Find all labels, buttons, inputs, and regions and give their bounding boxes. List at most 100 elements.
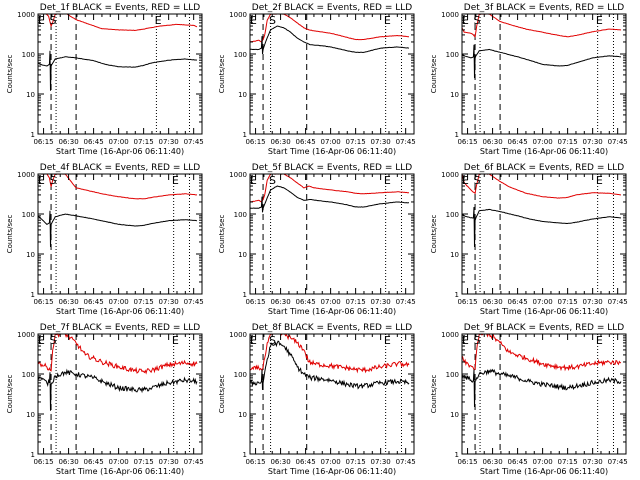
x-tick-label: 06:30 (482, 298, 502, 306)
x-axis-label: Start Time (16-Apr-06 06:11:40) (480, 147, 608, 156)
x-tick-label: 07:00 (533, 138, 553, 146)
x-tick-label: 06:30 (270, 458, 290, 466)
chart-panel-8: Det_8f BLACK = Events, RED = LLD Counts/s… (218, 323, 416, 476)
plot-frame (249, 333, 415, 455)
x-tick-label: 07:45 (184, 458, 204, 466)
x-tick-label: 07:30 (159, 458, 179, 466)
event-annotation-label: E (38, 174, 45, 187)
x-tick-label: 06:15 (245, 298, 265, 306)
x-tick-label: 07:45 (396, 298, 416, 306)
y-tick-label: 1000 (17, 171, 35, 179)
plot-frame (461, 333, 627, 455)
chart-title: Det_8f BLACK = Events, RED = LLD (252, 323, 412, 333)
y-axis-label: Counts/sec (6, 215, 14, 254)
x-tick-label: 06:15 (33, 298, 53, 306)
x-tick-label: 07:15 (558, 458, 578, 466)
x-tick-label: 06:15 (33, 138, 53, 146)
x-tick-label: 06:15 (457, 138, 477, 146)
black-events-series-line (37, 50, 198, 91)
chart-title: Det_5f BLACK = Events, RED = LLD (252, 163, 412, 173)
x-tick-label: 07:00 (533, 298, 553, 306)
chart-title: Det_4f BLACK = Events, RED = LLD (40, 163, 200, 173)
event-annotation-label: E (462, 14, 469, 27)
y-tick-label: 100 (234, 51, 247, 59)
x-tick-label: 06:45 (83, 138, 103, 146)
x-tick-label: 07:15 (134, 138, 154, 146)
event-annotation-label: E (596, 334, 603, 347)
x-tick-label: 07:30 (159, 138, 179, 146)
x-tick-label: 07:15 (134, 458, 154, 466)
x-axis-label: Start Time (16-Apr-06 06:11:40) (56, 307, 184, 316)
black-events-series-line (37, 210, 198, 248)
x-axis-label: Start Time (16-Apr-06 06:11:40) (480, 307, 608, 316)
y-tick-label: 10 (26, 91, 35, 99)
y-tick-label: 1 (243, 451, 247, 459)
y-tick-label: 1 (31, 291, 35, 299)
y-tick-label: 10 (26, 251, 35, 259)
event-annotation-label: S (269, 174, 276, 187)
black-events-series-line (461, 44, 622, 79)
y-tick-label: 100 (446, 371, 459, 379)
y-tick-label: 1000 (229, 11, 247, 19)
y-tick-label: 1000 (441, 331, 459, 339)
x-tick-label: 07:30 (583, 458, 603, 466)
x-axis-label: Start Time (16-Apr-06 06:11:40) (268, 147, 396, 156)
x-axis-label: Start Time (16-Apr-06 06:11:40) (56, 147, 184, 156)
y-axis-label: Counts/sec (6, 55, 14, 94)
y-tick-label: 100 (22, 371, 35, 379)
x-tick-label: 07:00 (109, 458, 129, 466)
black-events-series-line (461, 368, 622, 408)
x-tick-label: 06:15 (245, 138, 265, 146)
chart-panel-1: Det_1f BLACK = Events, RED = LLD Counts/s… (6, 3, 204, 156)
x-tick-label: 07:00 (533, 458, 553, 466)
plot-frame (249, 13, 415, 135)
chart-panel-9: Det_9f BLACK = Events, RED = LLD Counts/s… (430, 323, 628, 476)
x-tick-label: 07:45 (608, 298, 628, 306)
y-tick-label: 100 (22, 211, 35, 219)
x-axis-label: Start Time (16-Apr-06 06:11:40) (56, 467, 184, 476)
plot-frame (249, 173, 415, 295)
x-tick-label: 07:15 (346, 458, 366, 466)
y-tick-label: 1 (31, 451, 35, 459)
chart-title: Det_9f BLACK = Events, RED = LLD (464, 323, 624, 333)
x-tick-label: 06:45 (295, 458, 315, 466)
x-axis-label: Start Time (16-Apr-06 06:11:40) (268, 467, 396, 476)
x-tick-label: 06:45 (507, 298, 527, 306)
x-tick-label: 07:30 (371, 138, 391, 146)
chart-panel-3: Det_3f BLACK = Events, RED = LLD Counts/s… (430, 3, 628, 156)
y-axis-label: Counts/sec (218, 375, 226, 414)
y-tick-label: 1 (243, 131, 247, 139)
event-annotation-label: E (38, 334, 45, 347)
y-axis-label: Counts/sec (218, 55, 226, 94)
y-tick-label: 100 (22, 51, 35, 59)
event-annotation-label: S (269, 334, 276, 347)
y-tick-label: 1000 (17, 11, 35, 19)
black-events-series-line (249, 185, 409, 213)
y-tick-label: 100 (446, 51, 459, 59)
y-axis-label: Counts/sec (218, 215, 226, 254)
x-tick-label: 07:15 (558, 298, 578, 306)
x-tick-label: 06:30 (270, 138, 290, 146)
event-annotation-label: E (596, 174, 603, 187)
event-annotation-label: S (474, 334, 481, 347)
black-events-series-line (461, 206, 621, 248)
event-annotation-label: S (269, 14, 276, 27)
x-tick-label: 07:45 (184, 298, 204, 306)
y-tick-label: 1000 (229, 331, 247, 339)
x-tick-label: 06:45 (83, 298, 103, 306)
event-annotation-label: S (474, 14, 481, 27)
x-tick-label: 07:45 (608, 458, 628, 466)
x-tick-label: 06:30 (58, 138, 78, 146)
x-tick-label: 07:45 (396, 458, 416, 466)
y-tick-label: 10 (450, 251, 459, 259)
x-tick-label: 07:45 (396, 138, 416, 146)
chart-panel-5: Det_5f BLACK = Events, RED = LLD Counts/s… (218, 163, 416, 316)
x-tick-label: 07:45 (184, 138, 204, 146)
x-tick-label: 07:00 (109, 298, 129, 306)
x-tick-label: 06:45 (83, 458, 103, 466)
x-tick-label: 07:15 (558, 138, 578, 146)
x-tick-label: 06:15 (457, 298, 477, 306)
event-annotation-label: E (384, 174, 391, 187)
y-tick-label: 10 (26, 411, 35, 419)
